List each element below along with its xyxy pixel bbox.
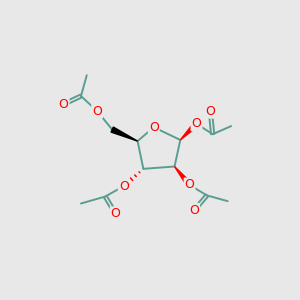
Polygon shape bbox=[175, 167, 192, 187]
Text: O: O bbox=[184, 178, 194, 191]
Polygon shape bbox=[111, 127, 138, 141]
Polygon shape bbox=[180, 122, 198, 140]
Text: O: O bbox=[149, 121, 159, 134]
Text: O: O bbox=[119, 180, 129, 193]
Text: O: O bbox=[59, 98, 69, 111]
Text: O: O bbox=[92, 105, 102, 118]
Text: O: O bbox=[191, 117, 201, 130]
Text: O: O bbox=[111, 207, 121, 220]
Text: O: O bbox=[206, 105, 215, 118]
Text: O: O bbox=[189, 204, 199, 217]
